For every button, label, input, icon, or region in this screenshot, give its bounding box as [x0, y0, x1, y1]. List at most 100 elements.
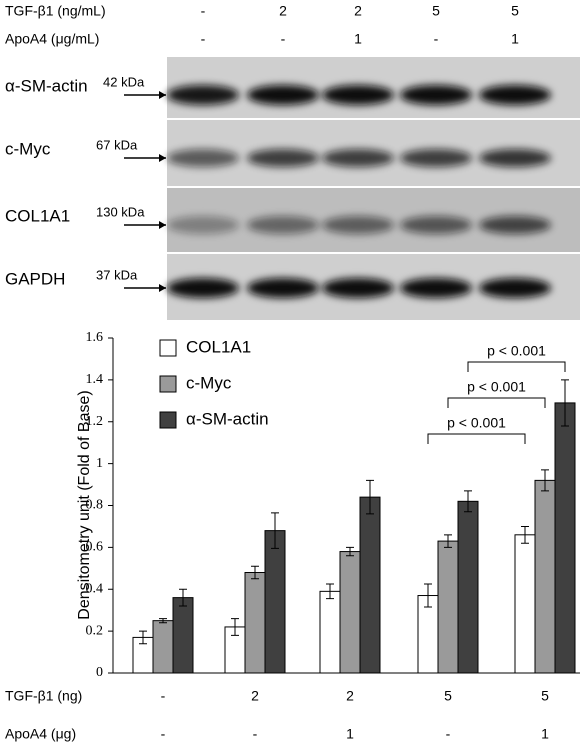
bar — [359, 496, 381, 674]
blot-band — [479, 85, 551, 105]
bar — [457, 500, 479, 674]
bar — [264, 530, 286, 674]
y-tick-label: 0.2 — [86, 623, 104, 638]
y-tick-label: 0.8 — [86, 498, 104, 513]
blot-arrowhead — [159, 284, 166, 292]
y-tick-label: 1.2 — [86, 414, 104, 429]
x-row-value: 2 — [346, 688, 354, 704]
blot-band — [479, 278, 551, 298]
treatment-value: 5 — [432, 3, 440, 19]
significance-label: p < 0.001 — [447, 415, 506, 431]
error-bar — [424, 583, 432, 608]
error-bar — [464, 490, 472, 513]
bar — [514, 534, 536, 674]
blot-arrowhead — [159, 154, 166, 162]
treatment-value: - — [201, 31, 206, 47]
x-row-value: - — [446, 726, 451, 742]
x-row-value: - — [161, 726, 166, 742]
error-bar — [444, 534, 452, 548]
blot-band — [167, 149, 239, 167]
treatment-value: - — [434, 31, 439, 47]
blot-size-label: 42 kDa — [103, 74, 145, 89]
error-bar — [159, 618, 167, 624]
treatment-value: - — [201, 3, 206, 19]
blot-band — [322, 85, 394, 105]
y-tick-label: 0.6 — [86, 540, 104, 555]
blot-band — [247, 85, 319, 105]
blot-row-label: c-Myc — [5, 139, 51, 158]
x-row-value: 5 — [541, 688, 549, 704]
blot-row-label: α-SM-actin — [5, 76, 88, 95]
blot-band — [400, 216, 472, 234]
legend-swatch — [159, 411, 177, 429]
error-bar — [231, 618, 239, 636]
x-row-value: - — [161, 688, 166, 704]
treatment-label: ApoA4 (μg/mL) — [5, 31, 99, 47]
x-row-value: - — [253, 726, 258, 742]
legend-swatch — [159, 339, 177, 357]
blot-arrowhead — [159, 91, 166, 99]
blot-row-label: GAPDH — [5, 269, 65, 288]
y-tick-label: 1.4 — [86, 372, 104, 387]
blot-band — [400, 149, 472, 167]
error-bar — [179, 588, 187, 607]
bar — [534, 479, 556, 674]
x-row-value: 2 — [251, 688, 259, 704]
error-bar — [521, 525, 529, 544]
treatment-value: - — [281, 31, 286, 47]
x-row-label: TGF-β1 (ng) — [5, 688, 82, 704]
error-bar — [139, 630, 147, 645]
treatment-value: 2 — [354, 3, 362, 19]
x-row-label: ApoA4 (μg) — [5, 726, 76, 742]
significance-bracket — [447, 397, 546, 408]
treatment-value: 1 — [354, 31, 362, 47]
error-bar — [366, 479, 374, 515]
error-bar — [251, 565, 259, 580]
blot-band — [167, 85, 239, 105]
blot-band — [400, 85, 472, 105]
significance-bracket — [427, 433, 526, 444]
blot-band — [479, 216, 551, 234]
treatment-value: 1 — [511, 31, 519, 47]
blot-size-label: 37 kDa — [96, 267, 138, 282]
blot-band — [167, 278, 239, 298]
blot-row-label: COL1A1 — [5, 206, 70, 225]
legend-label: COL1A1 — [186, 337, 251, 356]
y-tick-label: 1.6 — [86, 330, 104, 345]
treatment-value: 5 — [511, 3, 519, 19]
blot-band — [322, 278, 394, 298]
y-tick-label: 0 — [96, 665, 103, 680]
significance-bracket — [467, 361, 566, 372]
y-axis-label: Densitometry unit (Fold of Base) — [76, 390, 93, 619]
x-row-value: 1 — [346, 726, 354, 742]
blot-band — [322, 149, 394, 167]
treatment-value: 2 — [279, 3, 287, 19]
bar — [172, 597, 194, 674]
blot-size-label: 130 kDa — [96, 204, 145, 219]
blot-band — [479, 149, 551, 167]
bar — [339, 551, 361, 674]
bar — [244, 572, 266, 674]
blot-arrowhead — [159, 221, 166, 229]
blot-band — [322, 216, 394, 234]
legend-label: α-SM-actin — [186, 409, 269, 428]
legend-label: c-Myc — [186, 373, 232, 392]
legend-swatch — [159, 375, 177, 393]
bar — [319, 590, 341, 674]
blot-band — [247, 278, 319, 298]
bar — [437, 540, 459, 674]
bar — [152, 620, 174, 674]
significance-label: p < 0.001 — [467, 379, 526, 395]
x-row-value: 5 — [444, 688, 452, 704]
blot-band — [400, 278, 472, 298]
significance-label: p < 0.001 — [487, 343, 546, 359]
error-bar — [541, 469, 549, 492]
error-bar — [561, 379, 569, 427]
blot-band — [247, 216, 319, 234]
blot-size-label: 67 kDa — [96, 137, 138, 152]
error-bar — [346, 546, 354, 557]
bar — [554, 402, 576, 674]
error-bar — [271, 512, 279, 549]
y-tick-label: 1 — [96, 456, 103, 471]
